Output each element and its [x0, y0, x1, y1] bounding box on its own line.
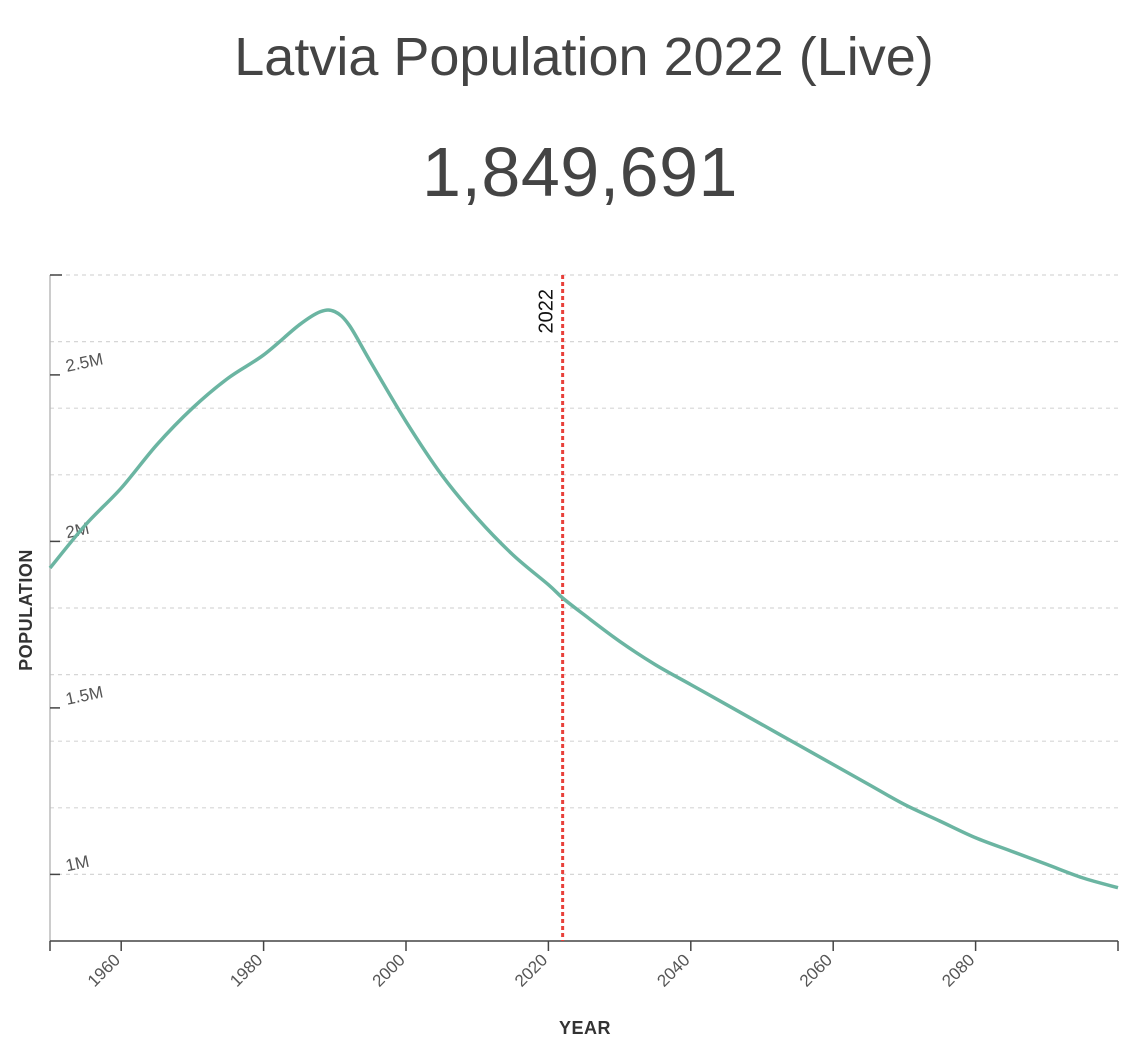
- population-counter: 1,849,691: [422, 133, 738, 211]
- x-axis-title: YEAR: [559, 1018, 611, 1038]
- x-tick-label: 1980: [226, 950, 266, 990]
- x-tick-label: 2000: [369, 950, 409, 990]
- x-tick-label: 2080: [938, 950, 978, 990]
- year-marker: 2022: [536, 275, 565, 941]
- x-tick-label: 2060: [796, 950, 836, 990]
- page-title: Latvia Population 2022 (Live): [234, 27, 934, 87]
- population-series-line: [48, 308, 1119, 890]
- y-axis-title: POPULATION: [16, 549, 36, 671]
- x-tick-label: 2040: [653, 950, 693, 990]
- grid-lines: [50, 274, 1118, 876]
- y-tick-label: 2.5M: [64, 349, 105, 375]
- y-tick-label: 1M: [64, 852, 91, 875]
- current-year-marker-label: 2022: [536, 289, 558, 334]
- x-tick-label: 1960: [84, 950, 124, 990]
- series-lines: [48, 308, 1119, 890]
- y-tick-label: 1.5M: [64, 682, 105, 708]
- x-tick-label: 2020: [511, 950, 551, 990]
